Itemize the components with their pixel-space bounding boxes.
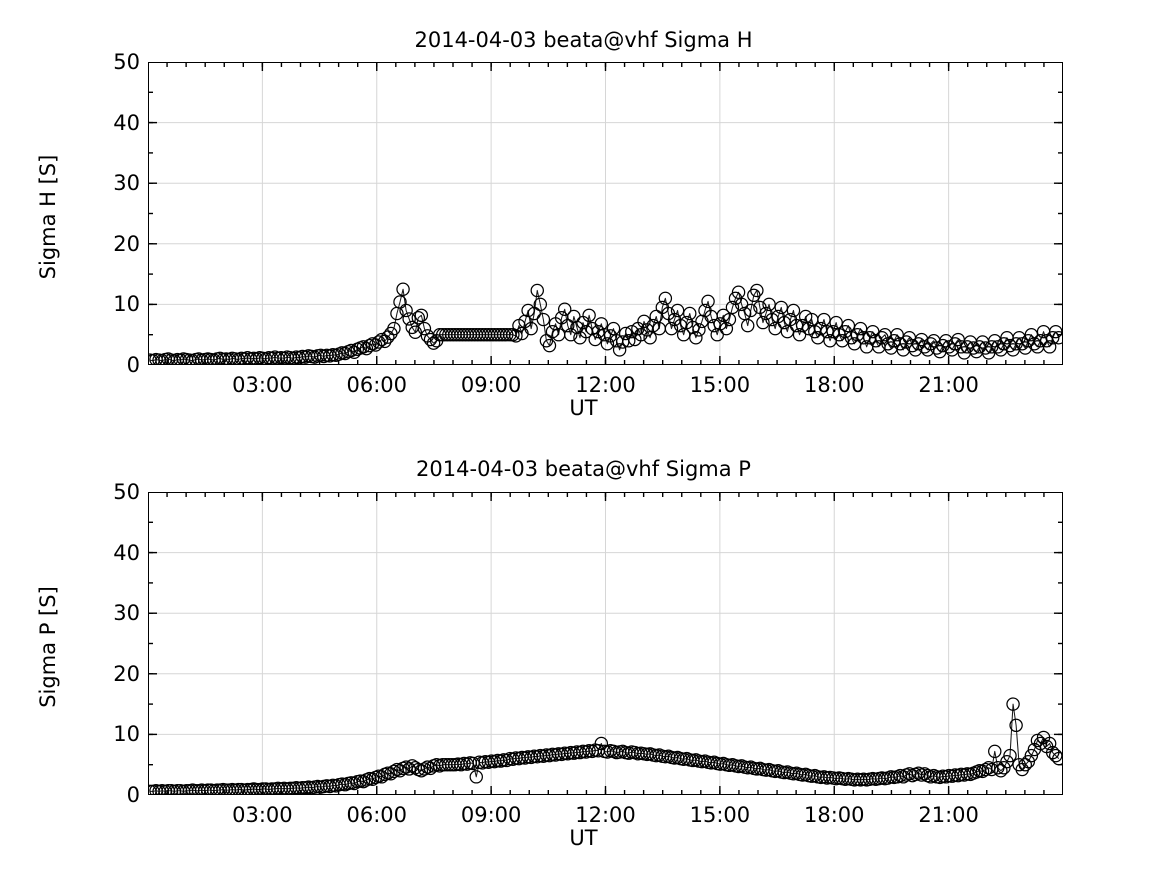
plot-area-sigma-p <box>148 492 1063 795</box>
y-tick-label: 20 <box>113 661 140 686</box>
y-tick-label: 30 <box>113 171 140 196</box>
x-tick-label: 12:00 <box>575 373 636 397</box>
x-tick-label: 15:00 <box>689 373 751 397</box>
x-axis-label-sigma-p: UT <box>569 826 598 850</box>
plot-area-sigma-h <box>148 62 1063 365</box>
subplot-title-sigma-p: 2014-04-03 beata@vhf Sigma P <box>416 457 751 481</box>
y-axis-label-sigma-h: Sigma H [S] <box>36 154 60 280</box>
y-tick-label: 10 <box>113 292 140 317</box>
x-axis-label-sigma-h: UT <box>569 396 598 420</box>
x-tick-label: 21:00 <box>918 803 979 827</box>
x-tick-label: 06:00 <box>346 373 408 397</box>
subplot-sigma-h: 2014-04-03 beata@vhf Sigma H Sigma H [S]… <box>0 0 1167 437</box>
x-tick-label: 06:00 <box>346 803 408 827</box>
x-tick-label: 03:00 <box>232 803 293 827</box>
y-tick-label: 50 <box>113 480 140 504</box>
y-tick-label: 40 <box>113 110 140 135</box>
y-tick-label: 50 <box>113 50 140 74</box>
y-tick-label: 30 <box>113 601 140 626</box>
subplot-sigma-p: 2014-04-03 beata@vhf Sigma P Sigma P [S]… <box>0 437 1167 875</box>
y-tick-label: 0 <box>126 783 140 807</box>
x-tick-label: 18:00 <box>803 803 865 827</box>
x-tick-label: 03:00 <box>232 373 293 397</box>
x-tick-label: 09:00 <box>460 373 522 397</box>
x-tick-label: 18:00 <box>803 373 865 397</box>
y-tick-label: 10 <box>113 722 140 747</box>
x-tick-label: 21:00 <box>918 373 979 397</box>
y-tick-label: 0 <box>126 353 140 377</box>
x-tick-label: 15:00 <box>689 803 751 827</box>
x-tick-label: 12:00 <box>575 803 636 827</box>
y-tick-label: 20 <box>113 231 140 256</box>
y-tick-label: 40 <box>113 540 140 565</box>
y-axis-label-sigma-p: Sigma P [S] <box>36 586 60 708</box>
subplot-title-sigma-h: 2014-04-03 beata@vhf Sigma H <box>414 28 753 52</box>
x-tick-label: 09:00 <box>460 803 522 827</box>
